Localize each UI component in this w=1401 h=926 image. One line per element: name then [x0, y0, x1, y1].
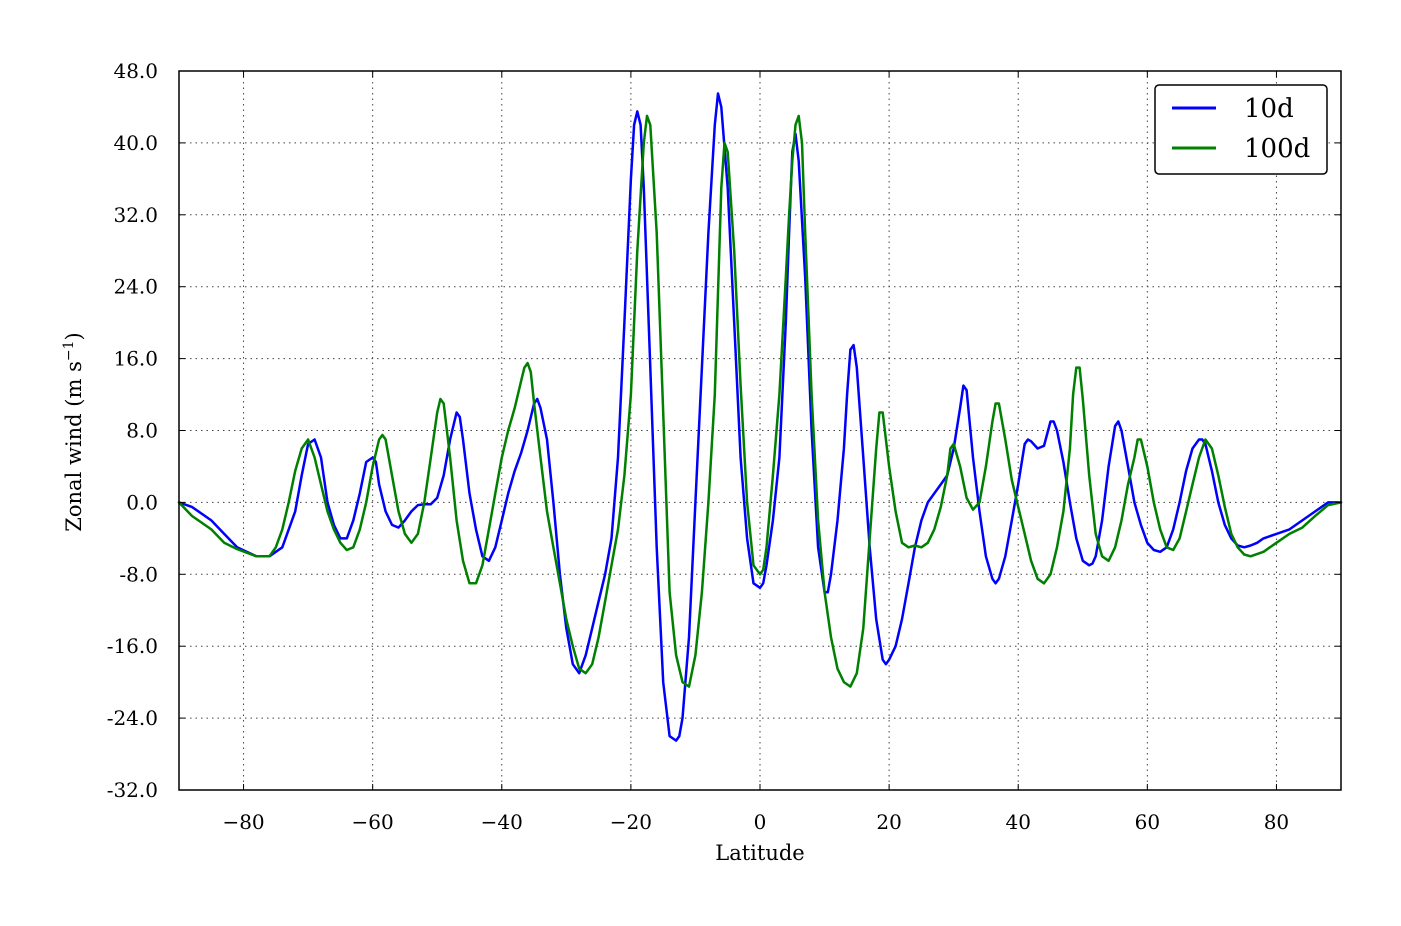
y-tick-label: 0.0: [126, 490, 158, 514]
y-axis-label: Zonal wind (m s−1): [61, 332, 86, 531]
grid: [179, 71, 1341, 790]
x-tick-label: 60: [1135, 810, 1160, 834]
y-tick-label: -32.0: [107, 778, 158, 802]
y-tick-label: -16.0: [107, 634, 158, 658]
legend: 10d 100d: [1154, 84, 1328, 175]
x-tick-label: −60: [352, 810, 394, 834]
series-layer: [177, 92, 1343, 742]
x-tick-label: −40: [481, 810, 523, 834]
y-tick-label: 24.0: [113, 275, 158, 299]
legend-label-10d: 10d: [1244, 94, 1294, 124]
y-tick-label: -24.0: [107, 706, 158, 730]
x-tick-label: −20: [610, 810, 652, 834]
y-tick-label: 16.0: [113, 347, 158, 371]
series-line-100d: [177, 114, 1343, 688]
tick-labels: −80 −60 −40 −20 0 20 40 60 80 -32.0 -24.0 -16.0 -8.0…: [107, 59, 1289, 834]
x-tick-label: −80: [222, 810, 264, 834]
x-tick-label: 40: [1005, 810, 1030, 834]
y-tick-label: -8.0: [119, 562, 158, 586]
x-tick-label: 0: [754, 810, 767, 834]
y-tick-label: 32.0: [113, 203, 158, 227]
x-tick-label: 20: [876, 810, 901, 834]
y-tick-label: 8.0: [126, 419, 158, 443]
x-tick-label: 80: [1264, 810, 1289, 834]
y-tick-label: 48.0: [113, 59, 158, 83]
axis-ticks: [179, 70, 1341, 791]
legend-label-100d: 100d: [1244, 134, 1310, 164]
y-tick-label: 40.0: [113, 131, 158, 155]
x-axis-label: Latitude: [715, 841, 804, 865]
series-line-10d: [177, 92, 1343, 742]
